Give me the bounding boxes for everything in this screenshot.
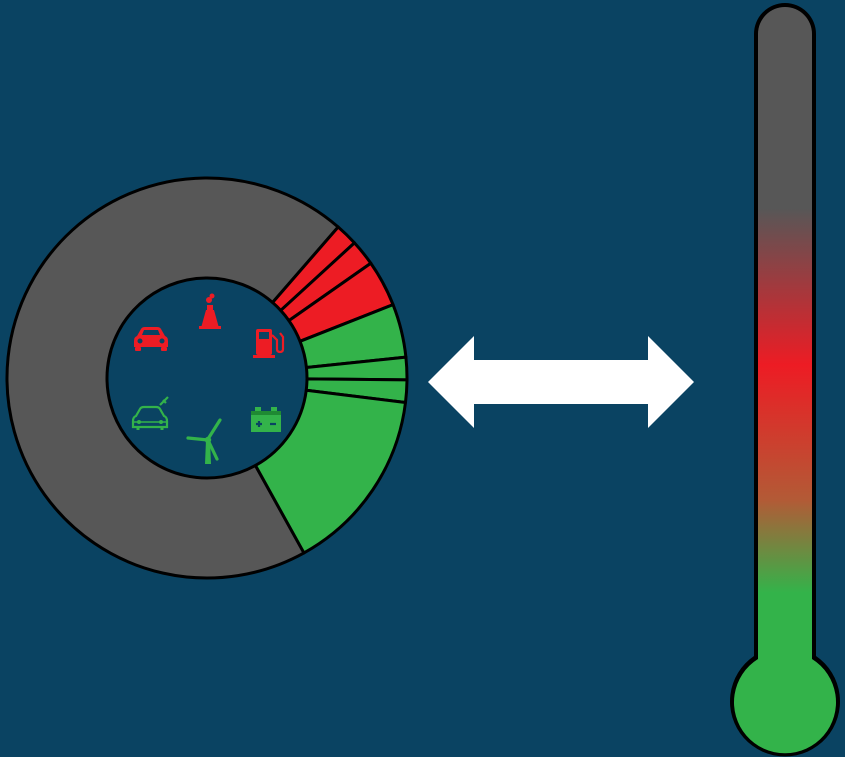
donut-segment-renewable: [253, 388, 407, 555]
battery-icon: [251, 407, 281, 432]
wind-turbine-icon: [186, 418, 222, 464]
inner-icons: [131, 293, 285, 464]
factory-icon: [199, 293, 221, 329]
energy-donut: [5, 176, 409, 580]
thermometer: [730, 3, 840, 757]
donut-segment-other: [5, 176, 340, 580]
thermometer-fill: [733, 7, 837, 754]
fuel-pump-icon: [253, 329, 285, 358]
electric-car-icon: [131, 396, 169, 430]
double-arrow: [428, 336, 694, 428]
car-icon: [134, 327, 168, 351]
